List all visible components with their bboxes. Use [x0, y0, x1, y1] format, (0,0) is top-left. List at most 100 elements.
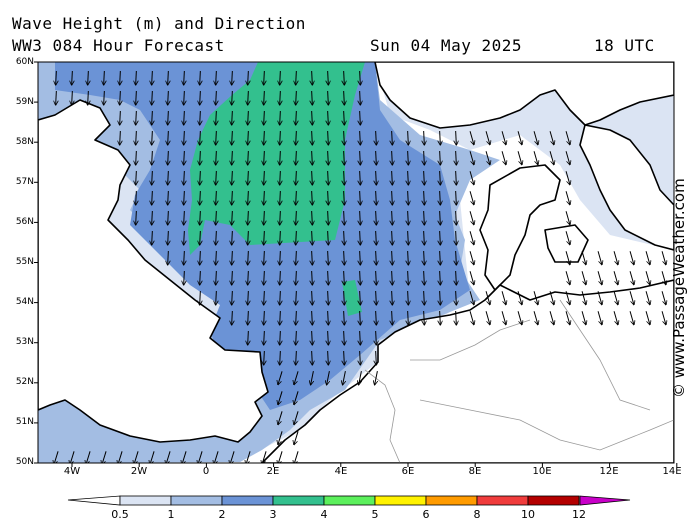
wave-arrow — [216, 170, 217, 185]
wave-arrow — [232, 150, 233, 165]
wave-arrow — [485, 291, 490, 304]
wave-arrow — [296, 230, 297, 245]
wave-arrow — [280, 150, 281, 165]
wave-arrow — [216, 290, 217, 305]
wave-arrow — [88, 90, 89, 105]
lat-label: 50N — [15, 457, 34, 467]
legend-swatch — [272, 495, 325, 506]
lat-label: 55N — [15, 257, 34, 267]
wave-arrow — [408, 170, 409, 185]
wave-arrow — [376, 130, 377, 145]
wave-arrow — [360, 310, 361, 325]
wave-arrow — [136, 210, 137, 225]
wave-arrow — [645, 251, 650, 264]
wave-arrow — [102, 451, 107, 463]
lon-label: 14E — [662, 466, 682, 477]
wave-arrow — [327, 371, 330, 385]
wave-arrow — [296, 190, 297, 205]
wave-arrow — [312, 350, 313, 365]
wave-arrow — [469, 211, 474, 224]
wave-arrow — [184, 210, 185, 225]
wave-arrow — [232, 310, 233, 325]
wave-zone-3-4 — [188, 62, 365, 255]
wave-arrow — [70, 451, 75, 463]
wave-arrow — [344, 130, 345, 145]
wave-arrow — [328, 110, 329, 125]
wave-arrow — [264, 90, 265, 105]
wave-direction-arrows — [54, 70, 666, 463]
wave-arrow — [152, 230, 153, 245]
wave-arrow — [392, 290, 393, 305]
wave-arrow — [344, 170, 345, 185]
wave-arrow — [280, 170, 281, 185]
forecast-time: 18 UTC — [594, 36, 655, 55]
legend-label: 2 — [218, 508, 226, 521]
wave-arrow — [200, 270, 201, 285]
lon-label: 12E — [599, 466, 619, 477]
lon-label: 0 — [202, 466, 210, 477]
wave-arrow — [645, 311, 650, 324]
wave-arrow — [440, 210, 441, 225]
lat-label: 60N — [15, 57, 34, 67]
wave-arrow — [408, 230, 409, 245]
wave-arrow — [392, 130, 393, 145]
wave-arrow — [294, 411, 299, 424]
legend-swatch — [119, 495, 172, 506]
wave-arrow — [328, 290, 329, 305]
wave-arrow — [597, 251, 602, 264]
wave-arrow — [280, 350, 281, 365]
wave-arrow — [248, 310, 249, 325]
wave-arrow — [264, 190, 265, 205]
wave-arrow — [392, 190, 393, 205]
wave-arrow — [312, 230, 313, 245]
wave-arrow — [248, 190, 249, 205]
wave-arrow — [312, 270, 313, 285]
legend-label: 12 — [572, 508, 586, 521]
wave-arrow — [408, 290, 409, 305]
wave-arrow — [424, 230, 425, 245]
wave-arrow — [549, 131, 554, 144]
wave-arrow — [246, 451, 251, 463]
wave-arrow — [264, 130, 265, 145]
wave-arrow — [456, 190, 457, 205]
wave-arrow — [200, 170, 201, 185]
wave-arrow — [296, 330, 297, 345]
denmark-land — [479, 164, 561, 291]
legend-label: 8 — [473, 508, 481, 521]
wave-arrow — [296, 170, 297, 185]
wave-arrow — [376, 290, 377, 305]
wave-arrow — [296, 150, 297, 165]
wave-arrow — [168, 70, 169, 85]
wave-arrow — [296, 310, 297, 325]
wave-arrow — [549, 291, 554, 304]
forecast-subtitle: WW3 084 Hour Forecast — [12, 36, 225, 55]
wave-arrow — [469, 311, 474, 324]
wave-arrow — [216, 230, 217, 245]
wave-arrow — [264, 270, 265, 285]
wave-arrow — [440, 270, 441, 285]
wave-arrow — [344, 330, 345, 345]
wave-arrow — [278, 411, 283, 424]
wave-arrow — [262, 451, 267, 463]
wave-arrow — [168, 190, 169, 205]
legend-swatch — [425, 495, 478, 506]
lat-label: 51N — [15, 417, 34, 427]
wave-arrow — [408, 130, 409, 145]
wave-arrow — [200, 70, 201, 85]
wave-arrow — [296, 70, 297, 85]
wave-arrow — [613, 251, 618, 264]
wave-arrow — [424, 130, 425, 145]
wave-arrow — [581, 291, 586, 304]
color-legend — [67, 495, 631, 506]
wave-arrow — [360, 110, 361, 125]
wave-arrow — [408, 250, 409, 265]
wave-arrow — [312, 310, 313, 325]
legend-label: 0.5 — [111, 508, 129, 521]
wave-arrow — [469, 131, 474, 144]
wave-arrow — [629, 291, 634, 304]
wave-arrow — [328, 330, 329, 345]
wave-arrow — [264, 230, 265, 245]
wave-arrow — [360, 170, 361, 185]
wave-arrow — [344, 90, 345, 105]
wave-arrow — [294, 391, 299, 404]
